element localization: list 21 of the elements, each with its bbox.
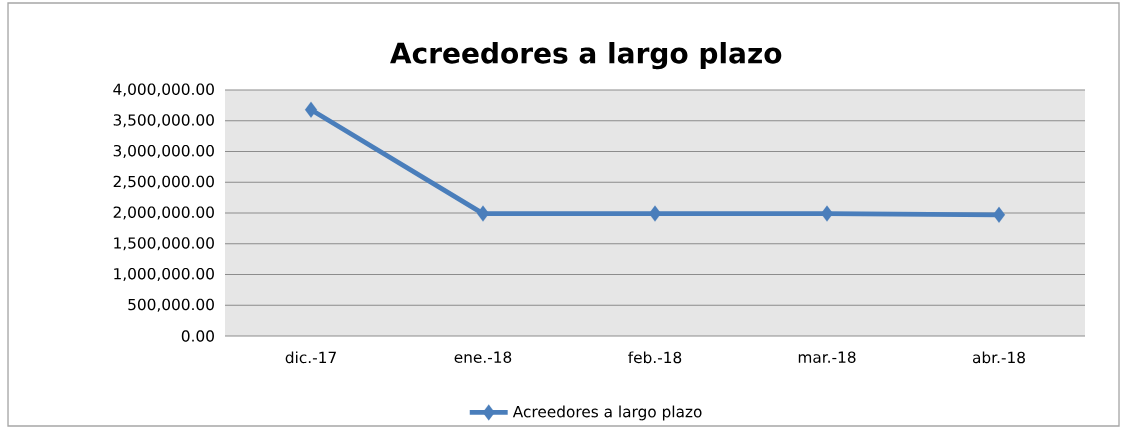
y-tick-label: 4,000,000.00 <box>113 83 214 97</box>
y-tick-label: 3,500,000.00 <box>113 114 214 128</box>
y-tick-label: 2,500,000.00 <box>113 175 214 189</box>
y-tick-label: 0.00 <box>181 330 214 342</box>
chart-title: Acreedores a largo plazo <box>390 41 782 70</box>
y-tick-label: 500,000.00 <box>128 298 214 312</box>
x-tick-label: mar.-18 <box>798 351 856 363</box>
x-tick-label: dic.-17 <box>285 351 336 364</box>
x-tick-label: feb.-18 <box>628 351 682 364</box>
point <box>820 205 834 222</box>
point <box>304 101 318 118</box>
x-tick-label: ene.-18 <box>454 351 512 363</box>
y-tick-label: 1,000,000.00 <box>114 267 214 282</box>
x-tick-label: abr.-18 <box>972 351 1025 364</box>
y-tick-label: 1,500,000.00 <box>114 237 214 251</box>
point <box>476 205 490 222</box>
y-tick-label: 2,000,000.00 <box>113 206 214 220</box>
legend-label: Acreedores a largo plazo <box>512 405 702 421</box>
point <box>992 206 1006 223</box>
y-tick-label: 3,000,000.00 <box>113 144 214 159</box>
point <box>648 205 662 222</box>
